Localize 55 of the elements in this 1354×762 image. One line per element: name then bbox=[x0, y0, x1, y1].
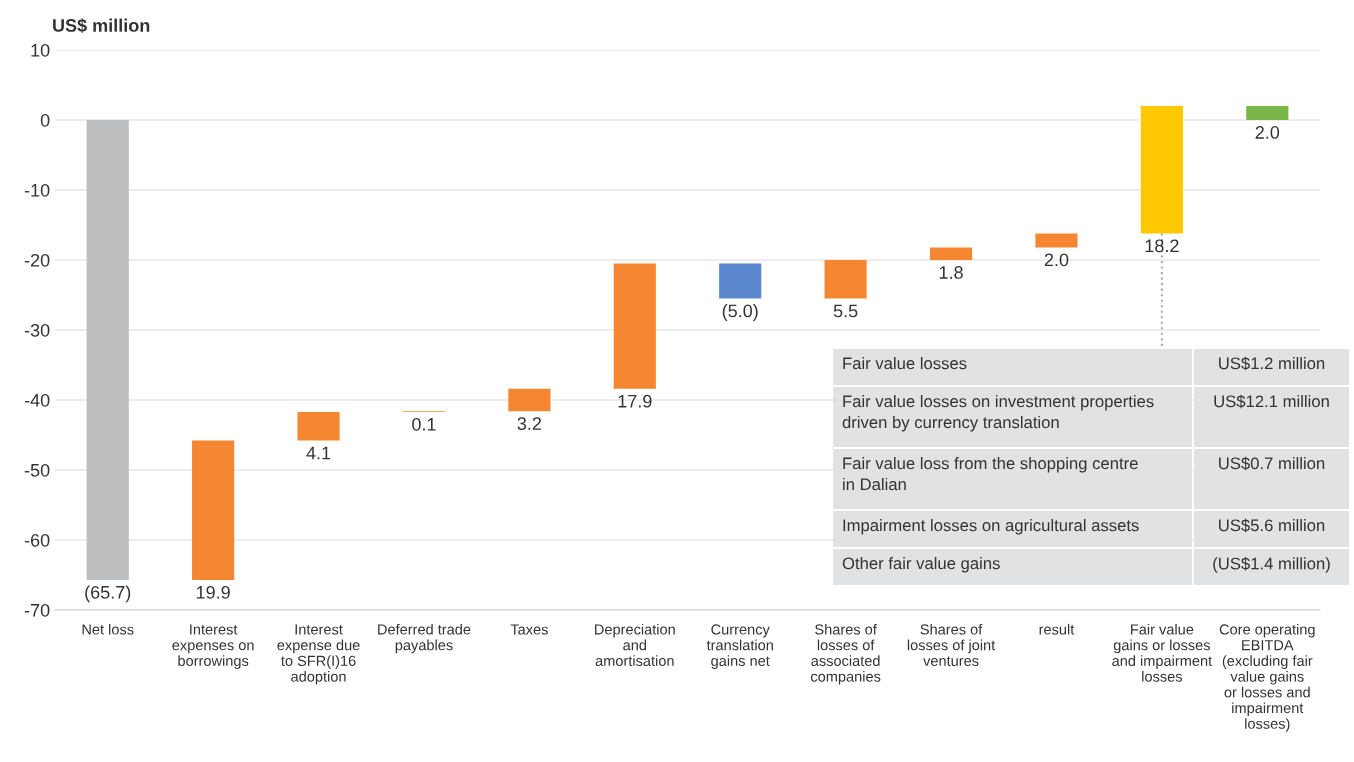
data-label: 19.9 bbox=[196, 585, 230, 599]
x-tick-label: Deferred trade payables bbox=[378, 623, 471, 654]
annotation: Impairment losses on agricultural assets bbox=[843, 519, 1139, 535]
bar bbox=[1035, 233, 1078, 248]
bar bbox=[824, 260, 867, 299]
data-label: 2.0 bbox=[1255, 126, 1280, 139]
y-tick-label: -40 bbox=[24, 393, 50, 407]
bar bbox=[719, 263, 762, 299]
data-label: 2.0 bbox=[1044, 253, 1069, 267]
x-tick-label: Currency translation gains net bbox=[706, 624, 773, 669]
data-label: 17.9 bbox=[618, 394, 652, 408]
y-tick-label: -30 bbox=[24, 323, 50, 337]
annotation: Other fair value gains bbox=[842, 557, 1000, 573]
bar bbox=[929, 247, 973, 260]
data-label: 18.2 bbox=[1145, 239, 1179, 253]
x-tick-label: Interest expense due to SFR(I)16 adoption bbox=[277, 624, 360, 685]
y-axis-title: US$ million bbox=[53, 18, 150, 34]
data-label: 4.1 bbox=[306, 446, 331, 460]
x-tick-label: Shares of losses of associated companies bbox=[810, 623, 881, 685]
x-tick-label: Depreciation and amortisation bbox=[595, 623, 675, 667]
y-tick-label: 0 bbox=[40, 113, 50, 127]
annotation: Fair value loss from the shopping centre in Dalian bbox=[843, 457, 1138, 491]
bar bbox=[192, 440, 235, 580]
y-tick-label: -20 bbox=[24, 253, 50, 267]
data-label: 5.5 bbox=[833, 304, 858, 318]
annotation: US$0.7 million bbox=[1219, 456, 1325, 471]
data-label: (65.7) bbox=[85, 585, 131, 603]
bar bbox=[1246, 106, 1289, 120]
x-tick-label: Taxes bbox=[510, 624, 548, 635]
y-tick-label: 10 bbox=[31, 43, 50, 57]
x-tick-label: Core operating EBITDA (excluding fair value gains or losses and impairment losses) bbox=[1219, 623, 1315, 732]
bar bbox=[1140, 106, 1183, 234]
x-tick-label: Interest expenses on borrowings bbox=[172, 624, 254, 669]
bar bbox=[613, 263, 656, 389]
data-label: 1.8 bbox=[939, 266, 963, 279]
data-label: 0.1 bbox=[412, 417, 436, 431]
x-tick-label: Fair value gains or losses and impairment losses bbox=[1112, 623, 1213, 682]
x-tick-label: result bbox=[1039, 623, 1075, 635]
x-tick-label: Shares of losses of joint ventures bbox=[907, 623, 996, 667]
y-tick-label: -10 bbox=[24, 183, 50, 197]
bar bbox=[297, 411, 340, 441]
annotation: US$12.1 million bbox=[1214, 394, 1329, 409]
x-tick-label: Net loss bbox=[82, 623, 134, 635]
bar bbox=[86, 120, 129, 580]
annotation: US$1.2 million bbox=[1219, 356, 1325, 371]
y-tick-label: -70 bbox=[24, 603, 50, 617]
annotation: (US$1.4 million) bbox=[1213, 556, 1330, 573]
annotation: Fair value losses bbox=[843, 357, 967, 370]
annotation: Fair value losses on investment properties driven by currency translation bbox=[842, 395, 1154, 432]
annotation: US$5.6 million bbox=[1219, 518, 1325, 533]
data-label: 3.2 bbox=[517, 417, 542, 431]
y-tick-label: -60 bbox=[24, 533, 50, 547]
bar bbox=[508, 388, 551, 412]
data-label: (5.0) bbox=[722, 304, 758, 321]
y-tick-label: -50 bbox=[24, 463, 50, 477]
